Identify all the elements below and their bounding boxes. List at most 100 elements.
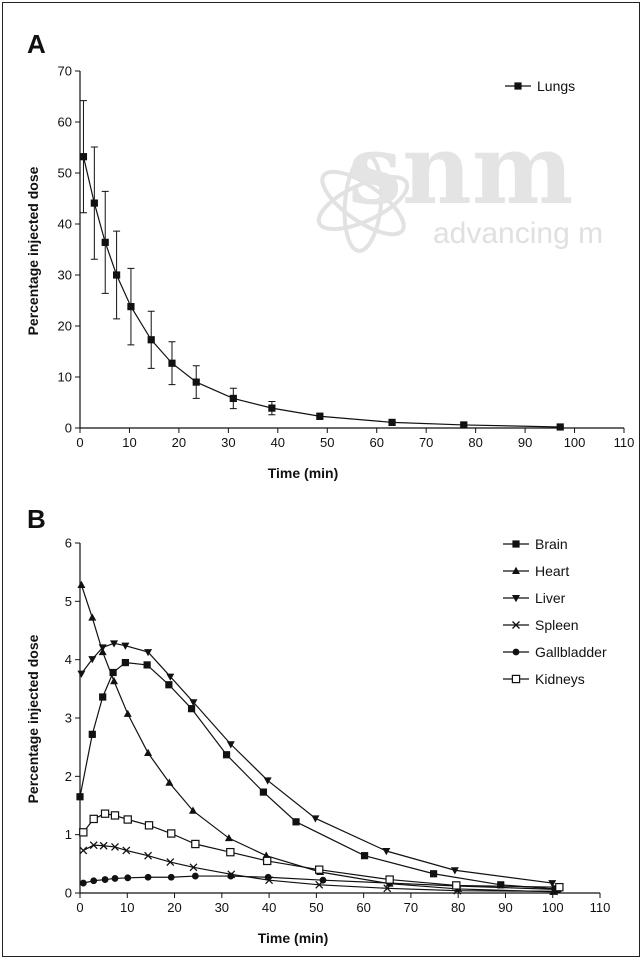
panel-b-plot: 0 10 20 30 40 50 60 70 80 90 100 110 0 1 2 3 4 5 6 [65, 536, 611, 916]
legend-label: Kidneys [535, 671, 585, 687]
panel-b-series-spleen-point [166, 858, 175, 867]
panel-b-series-gallbladder-point [264, 873, 272, 881]
panel-b-series-kidneys-point [385, 875, 394, 884]
panel-b-series-brain-point [259, 788, 268, 796]
panel-a-series-lungs-point [556, 423, 564, 431]
legend-entry-brain: Brain [503, 536, 568, 552]
panel-b-series-brain-point [222, 751, 231, 759]
panel-b-series-brain-line [79, 661, 556, 890]
panel-b-series-gallbladder-point [167, 873, 175, 881]
watermark-tagline: advancing m [433, 217, 603, 250]
panel-b-series-kidneys-point [123, 815, 132, 824]
panel-b-series-gallbladder-point [90, 877, 98, 885]
legend-marker [512, 540, 520, 548]
panel-b-series-kidneys-point [89, 814, 98, 824]
panel-b-series-gallbladder-point [79, 879, 87, 887]
panel-b-series-brain-point [292, 818, 300, 826]
legend-marker [511, 674, 521, 684]
panel-b-x-tick-label: 90 [498, 900, 512, 915]
panel-b-series-liver-point [263, 777, 272, 785]
panel-b-y-tick-label: 6 [65, 536, 72, 551]
panel-b-series-heart-point [123, 709, 132, 717]
panel-b-x-axis-title: Time (min) [258, 930, 329, 946]
panel-b-y-tick-label: 3 [65, 711, 72, 726]
legend-entry-lungs: Lungs [505, 78, 575, 94]
panel-a-y-tick-label: 50 [58, 166, 72, 181]
legend-entry-kidneys: Kidneys [503, 671, 585, 687]
panel-b-legend: Brain Heart Liver Spleen Gallbladder Kidneys [503, 536, 607, 687]
panel-a-series-lungs-point [316, 412, 324, 420]
panel-b-series-heart-point [110, 677, 119, 685]
panel-a-plot: 0 10 20 30 40 50 60 70 80 90 100 110 0 10 20 30 40 50 60 70 [58, 64, 635, 451]
panel-a-x-tick-label: 70 [419, 435, 433, 450]
legend-marker [514, 82, 522, 90]
panel-b-series-liver-point [311, 815, 320, 823]
panel-a-letter: A [27, 29, 46, 59]
panel-b-series-liver [77, 640, 557, 888]
legend-entry-liver: Liver [503, 590, 566, 606]
panel-b-series-spleen-point [144, 851, 153, 860]
legend-entry-spleen: Spleen [503, 617, 579, 633]
panel-b-x-tick-label: 110 [590, 900, 611, 915]
panel-b-x-tick-label: 0 [76, 900, 83, 915]
panel-a-x-tick-label: 10 [122, 435, 136, 450]
panel-b-x-tick-label: 10 [120, 900, 134, 915]
panel-a-x-tick-label: 110 [614, 435, 635, 450]
legend-marker [512, 648, 520, 656]
panel-b-series-liver-point [121, 642, 130, 650]
legend-label: Heart [535, 563, 569, 579]
panel-a-series-lungs-point [79, 153, 88, 161]
panel-b-series-kidneys-point [315, 865, 324, 874]
panel-b-series-brain [76, 658, 560, 893]
panel-a-series-lungs-line [82, 156, 561, 428]
panel-b-series-gallbladder-point [101, 876, 109, 883]
legend-label: Liver [535, 590, 566, 606]
panel-b-series-brain-point [430, 870, 438, 878]
legend-entry-gallbladder: Gallbladder [503, 644, 607, 660]
panel-b-series-heart [77, 580, 558, 895]
panel-b-series-liver-point [382, 848, 391, 856]
panel-b-series-gallbladder-point [319, 876, 327, 884]
panel-b-series-brain-point [497, 881, 505, 889]
legend-label: Brain [535, 536, 568, 552]
panel-b-series-heart-point [77, 580, 86, 588]
panel-b-series-kidneys-point [100, 809, 110, 818]
panel-b-x-tick-label: 20 [167, 900, 181, 915]
panel-b-series-liver-point [77, 670, 86, 678]
panel-b-y-tick-label: 0 [65, 886, 72, 901]
panel-a-series-lungs-point [229, 394, 237, 403]
panel-b-series-spleen-point [99, 841, 108, 850]
panel-b-series-kidneys-point [263, 856, 272, 866]
panel-b-series-spleen-point [89, 841, 98, 850]
panel-b-x-tick-label: 30 [215, 900, 229, 915]
panel-a-x-tick-label: 90 [518, 435, 532, 450]
panel-b-series-kidneys-line [82, 813, 560, 888]
panel-b-series-liver-point [189, 699, 198, 707]
panel-b-series-gallbladder-point [144, 873, 152, 881]
panel-b-series-brain-point [76, 793, 84, 801]
panel-a-series-lungs-point [192, 378, 200, 386]
panel-b-series-gallbladder-point [227, 872, 235, 880]
panel-b-series-kidneys-point [144, 821, 154, 830]
panel-b-series-liver-line [80, 642, 553, 884]
panel-b-y-axis-title: Percentage injected dose [25, 634, 41, 803]
watermark-logo-text: snm [348, 113, 573, 226]
panel-b-x-tick-label: 60 [356, 900, 370, 915]
legend-entry-heart: Heart [503, 563, 569, 579]
panel-a-y-tick-label: 60 [58, 115, 72, 130]
panel-a-x-tick-label: 50 [320, 435, 334, 450]
panel-b-series-brain-point [187, 705, 196, 713]
panel-b-series-heart-point [144, 748, 153, 756]
panel-b-series-spleen-point [189, 863, 198, 872]
legend-label: Gallbladder [535, 644, 607, 660]
panel-b-y-tick-label: 1 [65, 827, 72, 842]
panel-a-series-lungs-point [127, 303, 135, 311]
legend-marker [512, 595, 520, 603]
panel-a-x-tick-label: 80 [468, 435, 482, 450]
panel-a-y-tick-label: 70 [58, 64, 72, 79]
panel-b-series-liver-point [144, 649, 153, 657]
panel-b-series-kidneys [79, 809, 564, 892]
panel-b-series-heart-point [224, 833, 233, 842]
panel-a-series-lungs-point [268, 404, 276, 412]
panel-b-series-liver-point [548, 880, 557, 888]
